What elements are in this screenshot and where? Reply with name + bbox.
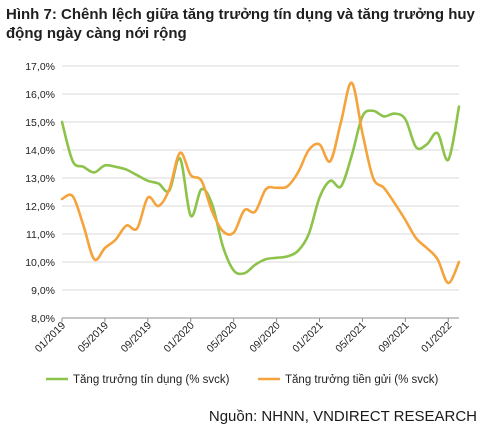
x-axis bbox=[61, 317, 459, 322]
series-line-credit bbox=[60, 105, 461, 276]
x-tick-label: 09/2021 bbox=[376, 320, 411, 355]
y-tick-label: 9,0% bbox=[31, 285, 55, 297]
x-tick-label: 01/2022 bbox=[419, 320, 454, 355]
y-tick-label: 12,0% bbox=[25, 201, 55, 213]
legend: Tăng trưởng tín dụng (% svck) Tăng trưởng… bbox=[46, 374, 438, 386]
x-tick-label: 01/2021 bbox=[290, 320, 325, 355]
figure-title: Hình 7: Chênh lệch giữa tăng trưởng tín … bbox=[6, 6, 475, 42]
x-tick-label: 05/2020 bbox=[204, 320, 239, 355]
x-tick-label: 09/2020 bbox=[247, 320, 282, 355]
y-tick-label: 16,0% bbox=[25, 89, 55, 101]
source-note: Nguồn: NHNN, VNDIRECT RESEARCH bbox=[208, 408, 477, 425]
y-tick-label: 8,0% bbox=[31, 313, 55, 325]
series-line-deposit bbox=[60, 81, 461, 285]
y-tick-labels: 8,0% 9,0% 10,0% 11,0% 12,0% 13,0% 14,0% 15,0% 16… bbox=[25, 61, 55, 325]
y-tick-label: 15,0% bbox=[25, 117, 55, 129]
series-lines bbox=[60, 81, 461, 285]
legend-label: Tăng trưởng tín dụng (% svck) bbox=[73, 374, 230, 386]
x-tick-label: 01/2020 bbox=[162, 320, 197, 355]
y-tick-label: 17,0% bbox=[25, 61, 55, 73]
y-tick-label: 14,0% bbox=[25, 145, 55, 157]
x-tick-label: 05/2019 bbox=[76, 320, 111, 355]
gridlines bbox=[62, 65, 459, 291]
legend-label: Tăng trưởng tiền gửi (% svck) bbox=[285, 374, 438, 386]
y-tick-label: 13,0% bbox=[25, 173, 55, 185]
x-tick-label: 05/2021 bbox=[333, 320, 368, 355]
x-tick-label: 09/2019 bbox=[119, 320, 154, 355]
x-tick-labels: 01/2019 05/2019 09/2019 01/2020 05/2020 09/20… bbox=[33, 320, 455, 355]
y-tick-label: 11,0% bbox=[26, 229, 55, 241]
y-tick-label: 10,0% bbox=[25, 257, 55, 269]
